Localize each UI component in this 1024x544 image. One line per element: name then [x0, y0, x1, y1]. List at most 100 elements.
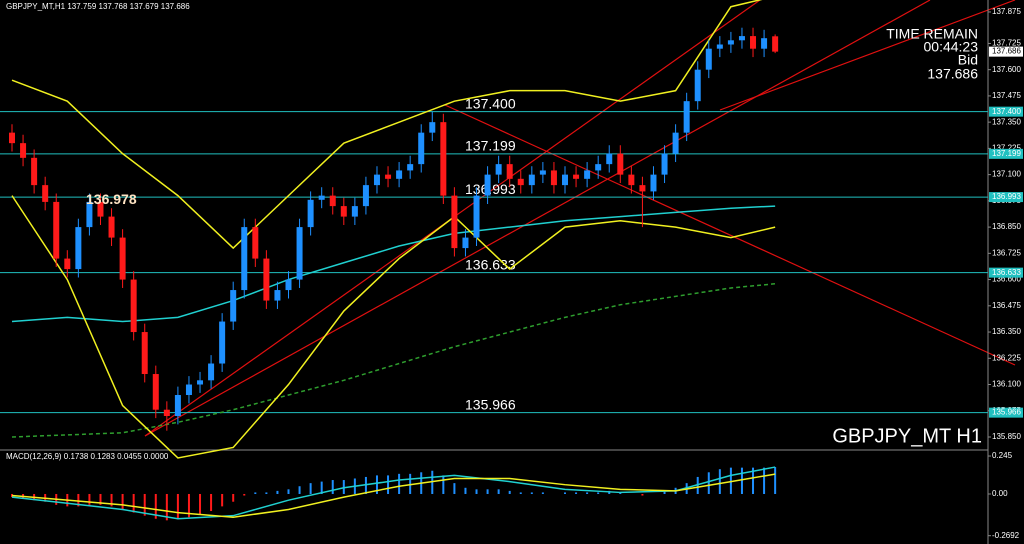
macd-bar [586, 492, 589, 494]
candle-body [595, 164, 602, 171]
price-label: 136.978 [86, 191, 137, 207]
indicator-line [11, 205, 776, 323]
bid-label: Bid [958, 52, 978, 68]
y-tick-label: 137.350 [992, 117, 1021, 126]
y-tick-label: 0.245 [992, 451, 1013, 460]
symbol-label: GBPJPY_MT H1 [832, 425, 982, 447]
candle-body [9, 132, 15, 144]
macd-bar [331, 480, 334, 494]
level-axis-box [989, 267, 1023, 278]
bid-price: 137.686 [927, 66, 978, 82]
candle-body [650, 174, 657, 192]
y-tick-label: 137.100 [992, 170, 1021, 179]
trend-line [719, 0, 1016, 111]
macd-bar [729, 467, 732, 494]
y-tick-label: 0.00 [992, 489, 1008, 498]
level-label: 135.966 [465, 396, 516, 412]
current-price-label: 137.686 [992, 47, 1021, 56]
candle-body [373, 174, 380, 186]
macd-bar [774, 467, 777, 494]
level-label: 137.400 [465, 95, 516, 111]
candle-body [628, 174, 635, 186]
macd-bar [232, 493, 235, 502]
macd-bar [121, 493, 124, 510]
candle-body [550, 170, 557, 186]
macd-bar [375, 475, 378, 494]
indicator-line [11, 195, 776, 459]
candle-body [20, 143, 27, 158]
macd-bar [199, 493, 202, 515]
macd-bar [663, 490, 666, 494]
level-axis-box [989, 148, 1023, 159]
candle-body [119, 237, 126, 280]
macd-bar [99, 493, 102, 505]
candle-body [197, 380, 204, 385]
candle-body [307, 199, 314, 228]
level-label: 136.633 [465, 256, 516, 272]
candle-body [185, 384, 192, 396]
candle-body [31, 157, 38, 186]
macd-bar [254, 492, 257, 494]
macd-bar [453, 483, 456, 494]
candle-body [705, 48, 712, 70]
candle-body [738, 36, 745, 41]
y-tick-label: 137.475 [992, 91, 1021, 100]
macd-bar [364, 476, 367, 494]
level-axis-label: 135.966 [992, 408, 1021, 417]
candle-body [296, 227, 303, 280]
macd-bar [387, 475, 390, 494]
macd-bar [431, 470, 434, 494]
y-tick-label: 136.350 [992, 327, 1021, 336]
candle-body [517, 178, 524, 186]
macd-bar [497, 489, 500, 494]
macd-line [11, 466, 776, 520]
macd-bar [320, 481, 323, 494]
time-remain-title: TIME REMAIN [886, 26, 978, 42]
candle-body [661, 153, 668, 175]
macd-bar [530, 492, 533, 494]
candle-body [64, 258, 71, 270]
time-remain: 00:44:23 [924, 39, 979, 55]
candle-body [219, 321, 226, 364]
macd-bar [342, 480, 345, 494]
candle-body [451, 195, 458, 249]
candle-body [340, 206, 347, 217]
y-tick-label: 137.875 [992, 7, 1021, 16]
level-label: 137.199 [465, 138, 516, 154]
y-tick-label: -0.2692 [992, 531, 1020, 540]
candle-body [716, 44, 723, 49]
candle-body [53, 201, 60, 259]
candle-body [318, 195, 325, 200]
macd-bar [176, 493, 179, 519]
candle-body [351, 206, 358, 217]
macd-bar [763, 467, 766, 494]
macd-bar [442, 475, 445, 494]
y-tick-label: 137.225 [992, 144, 1021, 153]
level-axis-label: 136.633 [992, 268, 1021, 277]
macd-bar [597, 492, 600, 494]
candle-body [241, 227, 248, 291]
candle-body [573, 174, 580, 179]
candle-body [495, 164, 502, 175]
candle-body [407, 164, 414, 171]
candle-body [418, 132, 425, 165]
y-tick-label: 136.475 [992, 301, 1021, 310]
candle-body [683, 101, 690, 133]
macd-header: MACD(12,26,9) 0.1738 0.1283 0.0455 0.000… [6, 452, 169, 461]
candle-body [617, 153, 624, 175]
y-tick-label: 137.725 [992, 39, 1021, 48]
candle-body [141, 332, 148, 375]
indicator-line [11, 283, 776, 438]
trend-line [144, 0, 931, 437]
candle-body [727, 40, 734, 45]
y-tick-label: 136.100 [992, 380, 1021, 389]
macd-bar [210, 493, 213, 512]
level-axis-label: 137.400 [992, 107, 1021, 116]
indicator-line [11, 0, 763, 250]
y-tick-label: 135.850 [992, 432, 1021, 441]
candle-body [539, 170, 546, 175]
candle-body [462, 237, 469, 249]
macd-bar [752, 467, 755, 494]
level-axis-box [989, 192, 1023, 203]
macd-bar [475, 489, 478, 494]
